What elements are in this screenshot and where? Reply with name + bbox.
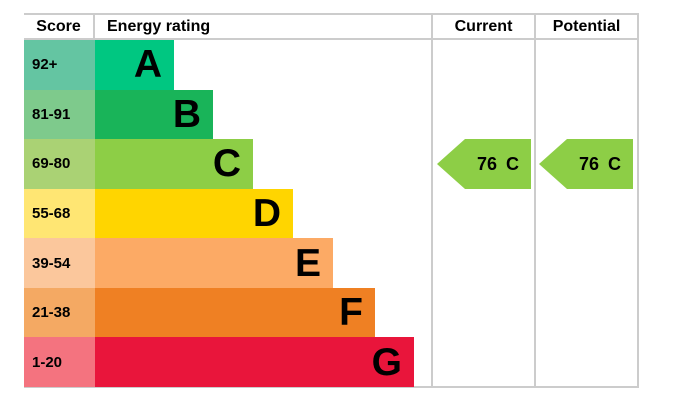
table-bottom-border [24, 386, 639, 388]
current-arrow-shape [437, 139, 531, 189]
band-row-g: 1-20 G [24, 337, 414, 387]
score-range-label: 55-68 [24, 188, 95, 239]
score-range-label: 1-20 [24, 337, 95, 387]
current-rating-arrow: 76 C [437, 139, 531, 189]
band-bar-f: F [95, 287, 375, 338]
band-row-f: 21-38 F [24, 287, 375, 338]
potential-column-header: Potential [552, 17, 621, 35]
score-range-label: 81-91 [24, 89, 95, 140]
band-bar-e: E [95, 238, 333, 288]
band-letter: A [133, 43, 162, 87]
potential-rating-value: 76 C [579, 154, 621, 174]
energy-rating-column-header: Energy rating [107, 17, 211, 35]
table-top-border [24, 13, 639, 15]
band-row-d: 55-68 D [24, 188, 293, 239]
band-letter: B [172, 92, 201, 136]
current-rating-value: 76 C [477, 154, 519, 174]
potential-rating-arrow: 76 C [539, 139, 633, 189]
band-bar-g: G [95, 337, 414, 387]
potential-arrow-shape [539, 139, 633, 189]
score-column-header: Score [36, 17, 81, 35]
band-row-c: 69-80 C [24, 139, 253, 189]
band-bar-b: B [95, 89, 213, 140]
score-range-label: 92+ [24, 40, 95, 90]
potential-column-divider [534, 13, 536, 388]
band-letter: F [339, 291, 363, 335]
band-bar-c: C [95, 139, 253, 189]
band-row-e: 39-54 E [24, 238, 333, 288]
score-rating-divider [93, 13, 95, 40]
band-letter: C [212, 142, 241, 186]
band-bar-d: D [95, 188, 293, 239]
current-column-divider [431, 13, 433, 388]
band-letter: D [252, 191, 281, 235]
band-row-b: 81-91 B [24, 89, 213, 140]
score-range-label: 21-38 [24, 287, 95, 338]
score-range-label: 69-80 [24, 139, 95, 189]
band-letter: G [371, 340, 402, 384]
current-column-header: Current [454, 17, 513, 35]
table-right-border [637, 13, 639, 388]
score-range-label: 39-54 [24, 238, 95, 288]
header-bottom-border [24, 38, 639, 40]
band-letter: E [294, 241, 321, 285]
band-row-a: 92+ A [24, 40, 174, 90]
band-bar-a: A [95, 40, 174, 90]
